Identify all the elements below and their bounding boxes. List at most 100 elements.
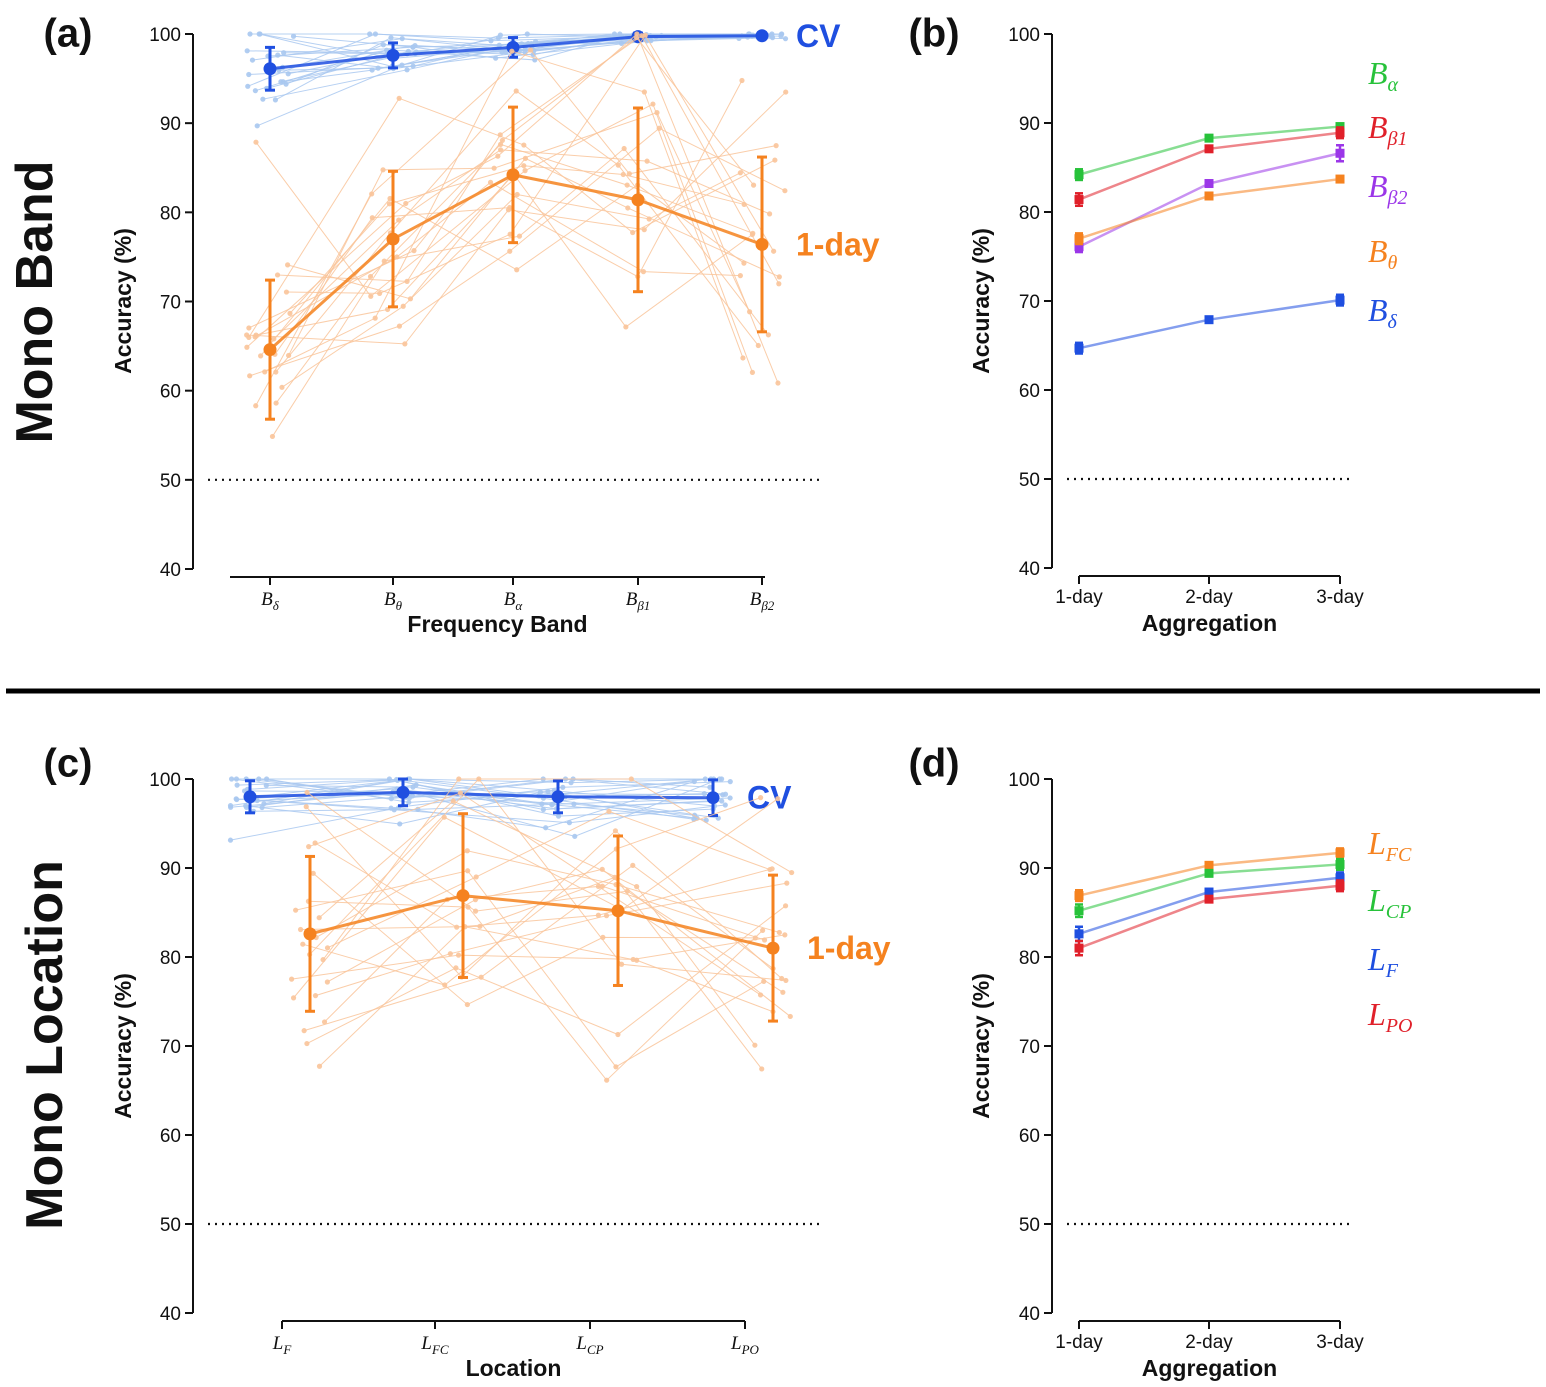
subject-point [301, 1028, 307, 1034]
subject-point [404, 67, 410, 73]
subject-point [771, 248, 777, 254]
subject-point [656, 125, 662, 131]
subject-line [318, 800, 756, 1046]
y-tick-label: 90 [1019, 859, 1040, 880]
subject-lines-1-day [289, 776, 795, 1083]
subject-point [367, 31, 373, 37]
subject-point [727, 779, 733, 785]
subject-point [760, 927, 766, 933]
series-LFC-legend-label: LFC [1367, 825, 1412, 866]
subject-line [263, 778, 711, 805]
subject-line [315, 882, 787, 997]
y-axis-title: Accuracy (%) [110, 973, 136, 1119]
subject-point [289, 976, 295, 982]
subject-point [727, 795, 733, 801]
subject-line [262, 33, 749, 100]
subject-point [625, 205, 631, 211]
subject-point [772, 157, 778, 163]
subject-point [543, 825, 549, 831]
x-tick-label-main: L [730, 1333, 742, 1354]
subject-point [246, 71, 252, 78]
subject-point [402, 341, 408, 347]
x-axis-title: Location [466, 1355, 562, 1381]
subject-point [628, 776, 634, 782]
subject-point [397, 821, 403, 827]
series-Bδ-legend-label: Bδ [1368, 292, 1398, 333]
subject-point [623, 324, 629, 330]
subject-point [272, 97, 279, 103]
panel-d: (d) 40 50 60 70 80 90 100 1-day 2-day 3-day Aggrega… [908, 742, 1412, 1381]
x-tick-label: 2-day [1185, 1332, 1233, 1353]
subject-point [394, 254, 400, 260]
subject-line [305, 806, 783, 979]
subject-line [280, 33, 772, 83]
subject-point [245, 83, 251, 89]
x-tick-label-main: B [626, 589, 638, 610]
subject-point [260, 96, 266, 102]
subject-point [497, 147, 504, 153]
subject-point [527, 47, 534, 53]
panel-b: (b) 40 50 60 70 80 90 100 1-day 2-day 3-day Aggrega… [908, 12, 1407, 636]
y-tick-label: 100 [1008, 770, 1040, 791]
subject-point [737, 273, 743, 279]
y-tick-label: 70 [1019, 1037, 1040, 1058]
x-tick-label: LFC [420, 1333, 449, 1357]
subject-point [411, 248, 417, 254]
subject-line [247, 778, 722, 790]
subject-point [571, 801, 577, 807]
subject-point [595, 912, 602, 918]
subject-point [487, 179, 494, 185]
subject-point [507, 231, 513, 237]
series-Bβ1-legend-label-sub: β1 [1387, 128, 1408, 150]
subject-point [611, 31, 618, 37]
mean-point-1-day [303, 927, 317, 941]
series-label-1-day: 1-day [807, 930, 891, 966]
subject-point [514, 191, 520, 198]
x-tick-label-main: L [420, 1333, 432, 1354]
y-tick-label: 90 [160, 859, 181, 880]
subject-point [618, 961, 625, 967]
subject-point [244, 48, 250, 54]
mean-point-1-day [755, 237, 769, 251]
subject-point [784, 880, 790, 886]
subject-point [253, 403, 259, 409]
subject-point [716, 776, 723, 782]
subject-point [775, 380, 781, 386]
subject-point [399, 35, 405, 42]
subject-point [375, 65, 381, 71]
series-Bδ-legend-label-main: B [1368, 292, 1388, 328]
subject-point [381, 258, 387, 264]
x-tick-label: Bβ2 [750, 589, 775, 613]
subject-point [406, 799, 412, 805]
subject-point [477, 923, 483, 929]
subject-point [396, 95, 402, 101]
subject-line [253, 797, 731, 812]
series-Bα-legend-label-sub: α [1388, 74, 1399, 96]
x-tick-label: Bδ [261, 589, 280, 613]
subject-line [300, 876, 763, 1070]
series-Bδ-legend-label-sub: δ [1388, 311, 1398, 333]
subject-point [376, 290, 383, 297]
y-axis-title: Accuracy (%) [968, 973, 994, 1119]
subject-point [403, 200, 409, 207]
subject-point [560, 784, 566, 790]
subject-point [281, 50, 287, 56]
subject-point [407, 296, 414, 302]
subject-point [290, 995, 297, 1001]
mean-point-1-day [631, 193, 645, 207]
subject-line [295, 870, 764, 1068]
subject-point [464, 1001, 470, 1008]
x-axis-title: Aggregation [1142, 610, 1277, 636]
subject-point [244, 332, 250, 338]
subject-point [776, 274, 782, 280]
series-Bβ1-legend-label-main: B [1368, 109, 1388, 145]
y-tick-label: 60 [160, 1126, 181, 1147]
subject-point [386, 201, 393, 207]
subject-point [752, 1042, 758, 1048]
subject-line [308, 792, 765, 941]
y-tick-label: 40 [160, 1304, 181, 1325]
series-LCP-legend-label: LCP [1367, 882, 1411, 923]
subject-point [303, 804, 309, 810]
subject-line [262, 795, 695, 816]
series-LCP-marker [1204, 868, 1214, 878]
